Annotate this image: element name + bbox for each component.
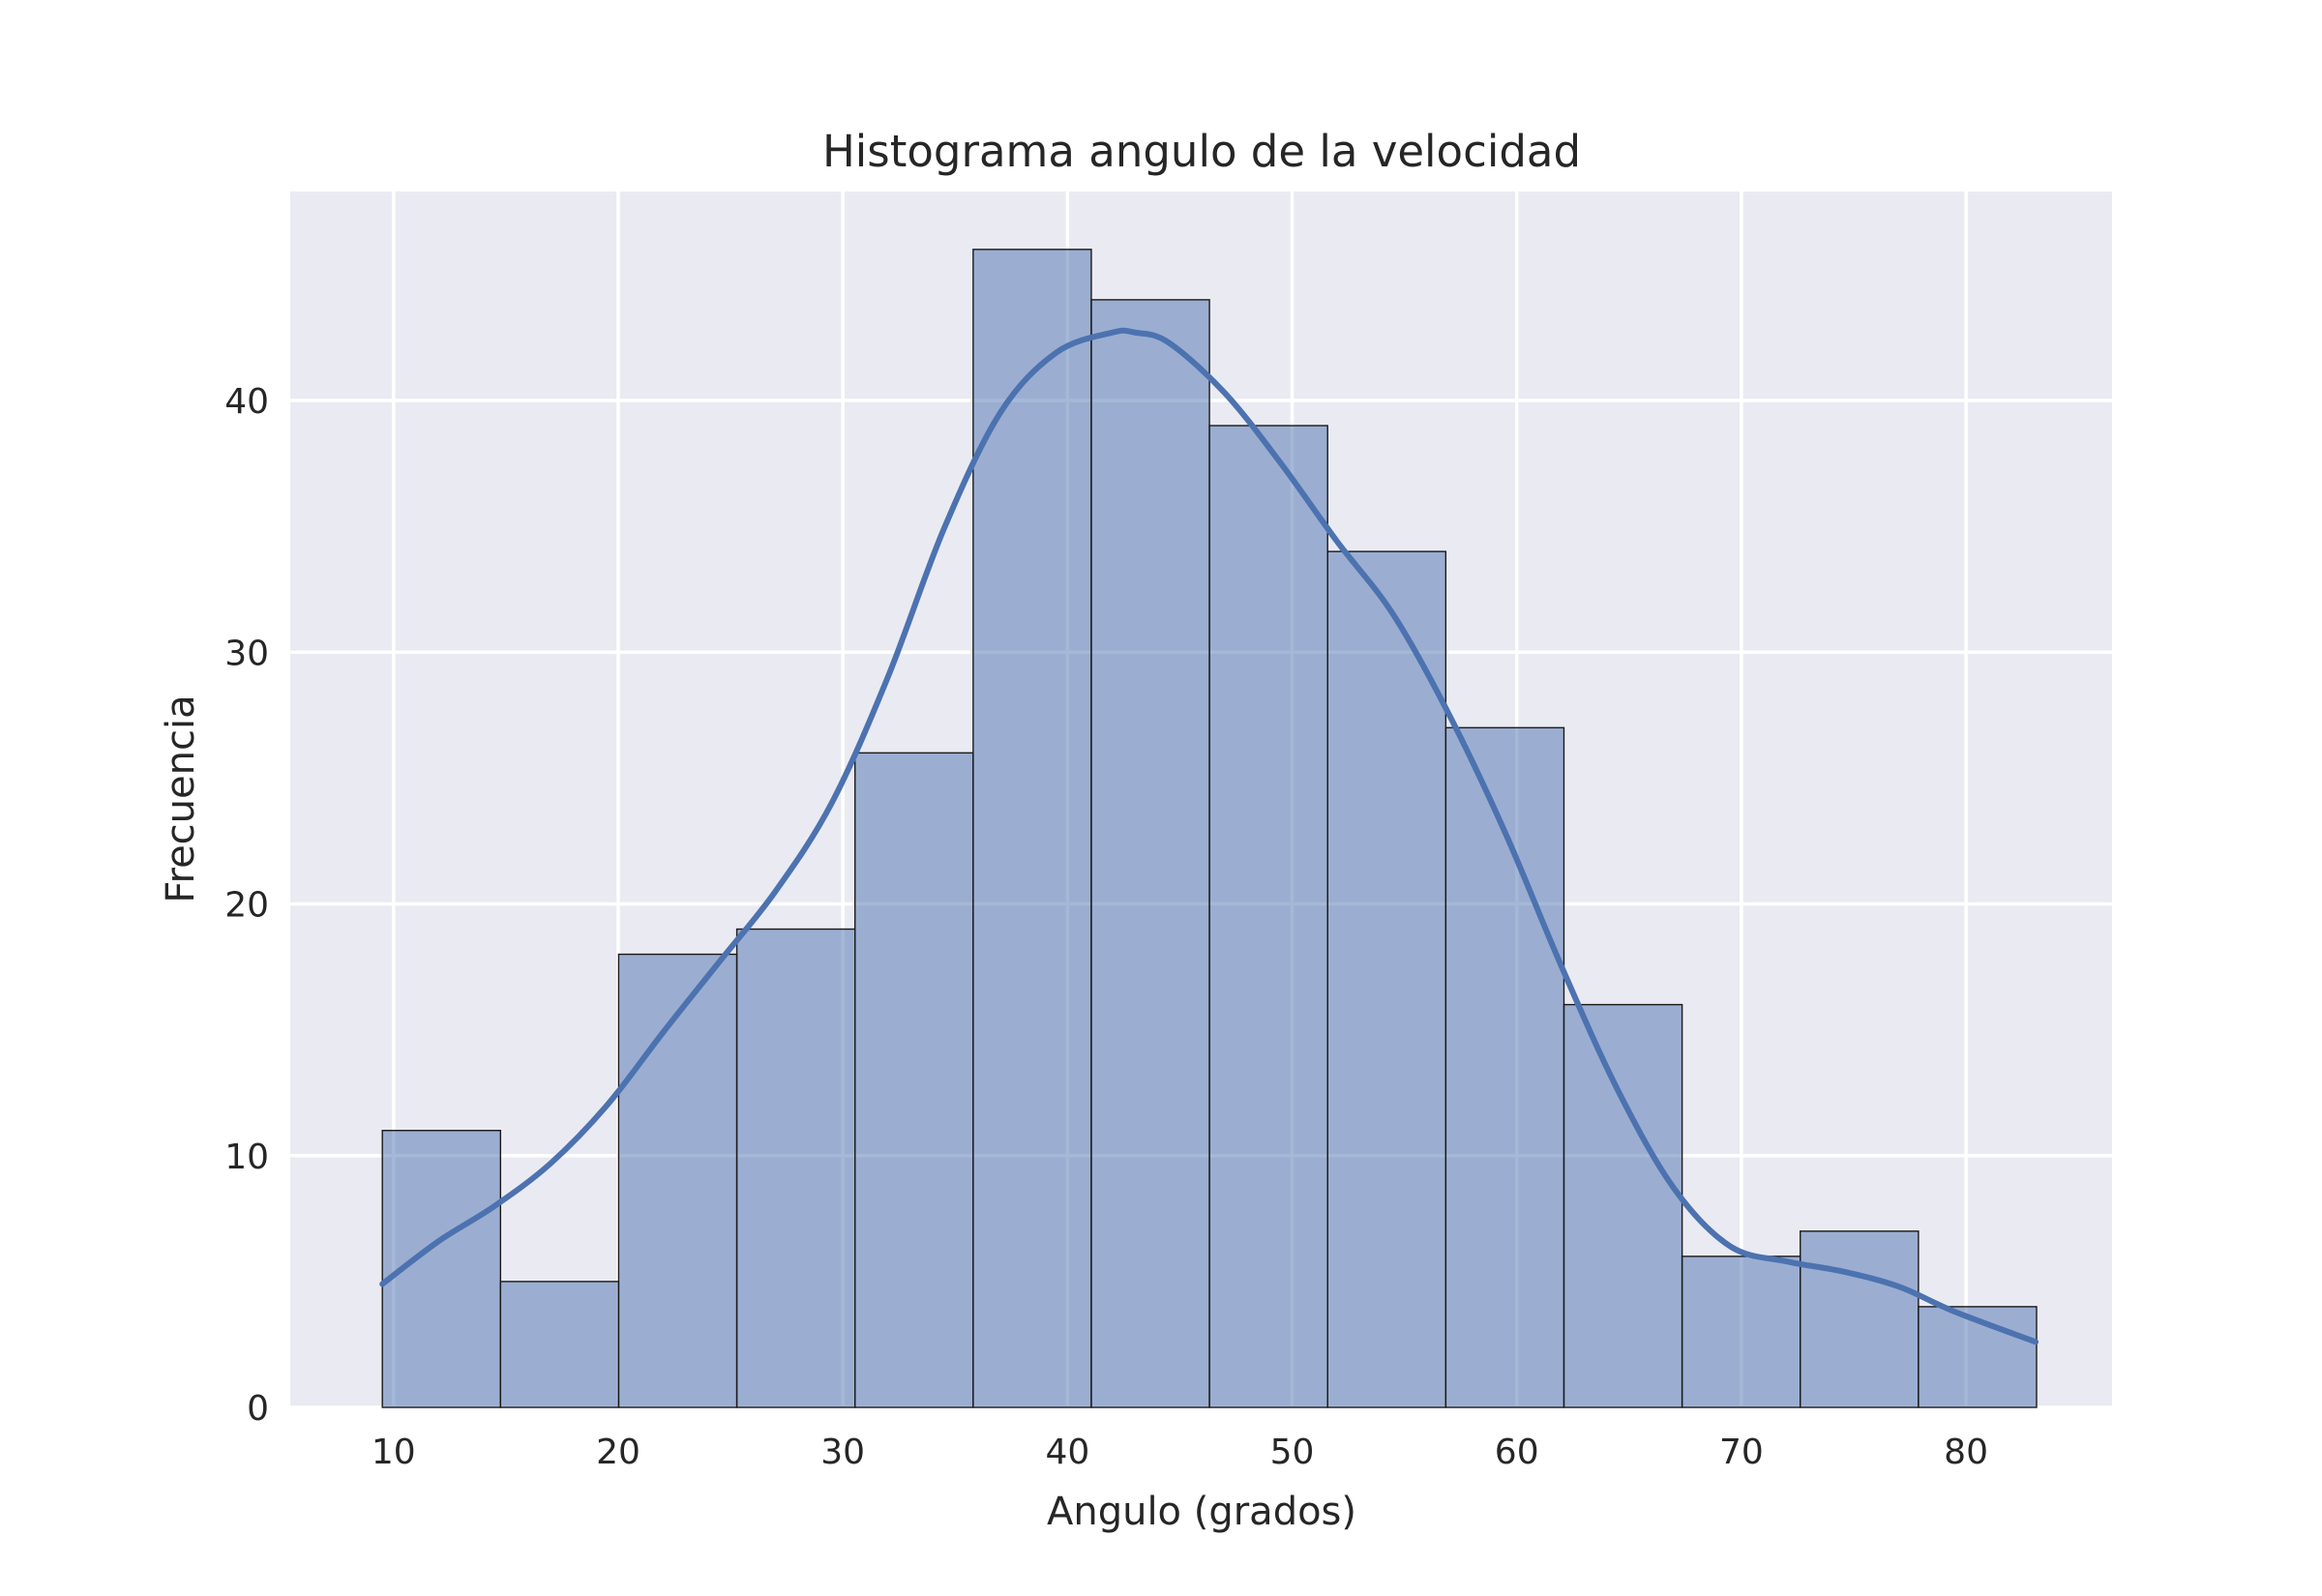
histogram-bar bbox=[735, 928, 856, 1408]
x-tick-label: 10 bbox=[372, 1433, 416, 1472]
x-tick-label: 70 bbox=[1719, 1433, 1764, 1472]
y-axis-label: Frecuencia bbox=[159, 695, 203, 902]
y-tick-labels: 0 10 20 30 40 bbox=[224, 382, 269, 1429]
histogram-bar bbox=[1800, 1230, 1920, 1408]
y-tick-label: 40 bbox=[224, 382, 269, 422]
histogram-bar bbox=[499, 1281, 620, 1408]
x-tick-label: 30 bbox=[820, 1433, 865, 1472]
histogram-bar bbox=[617, 953, 738, 1408]
x-tick-label: 80 bbox=[1944, 1433, 1988, 1472]
kde-curve bbox=[379, 327, 2039, 1345]
histogram-bar bbox=[1326, 550, 1447, 1408]
x-tick-labels: 10 20 30 40 50 60 70 80 bbox=[372, 1433, 1988, 1472]
y-tick-label: 30 bbox=[224, 634, 269, 673]
x-axis-label: Angulo (grados) bbox=[1047, 1490, 1356, 1534]
histogram-bars bbox=[381, 249, 2038, 1408]
x-tick-label: 40 bbox=[1045, 1433, 1089, 1472]
histogram-bar bbox=[1208, 425, 1328, 1408]
histogram-bar bbox=[1090, 299, 1210, 1408]
x-tick-label: 20 bbox=[596, 1433, 640, 1472]
y-tick-label: 10 bbox=[224, 1138, 269, 1177]
histogram-bar bbox=[1681, 1256, 1801, 1408]
x-tick-label: 60 bbox=[1495, 1433, 1539, 1472]
histogram-bar bbox=[972, 249, 1092, 1408]
y-tick-label: 0 bbox=[247, 1389, 269, 1429]
histogram-bar bbox=[1563, 1003, 1683, 1408]
histogram-bar bbox=[1444, 726, 1565, 1408]
y-tick-label: 20 bbox=[224, 886, 269, 926]
x-tick-label: 50 bbox=[1270, 1433, 1315, 1472]
chart-title: Histograma angulo de la velocidad bbox=[822, 126, 1581, 177]
histogram-bar bbox=[854, 752, 974, 1408]
